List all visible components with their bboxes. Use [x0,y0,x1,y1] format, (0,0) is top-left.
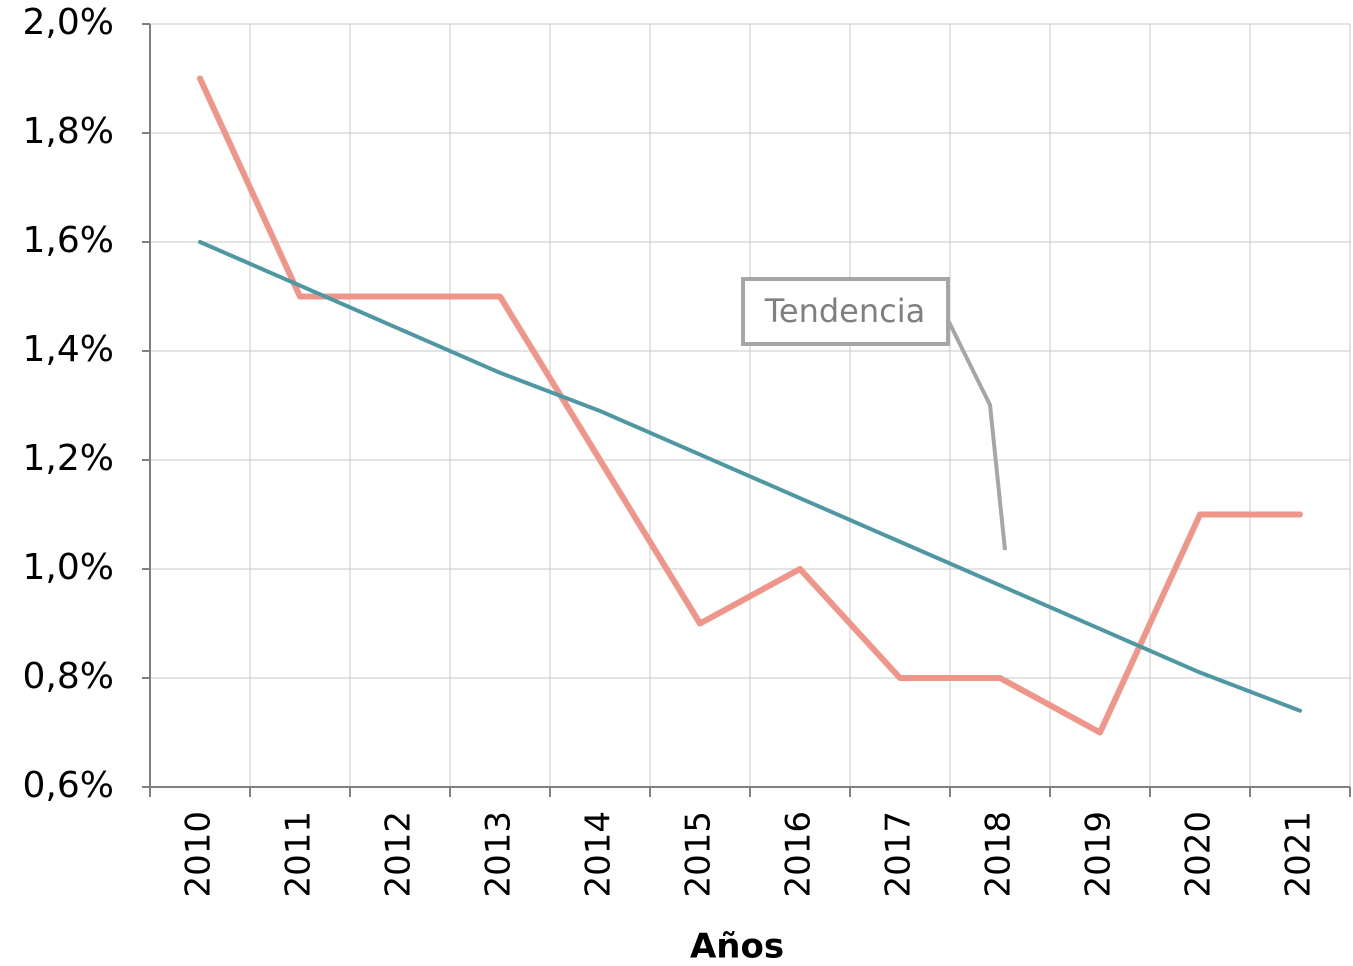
y-tick-label: 1,4% [23,329,114,370]
y-tick-label: 1,0% [23,547,114,588]
series-line [197,75,1303,736]
y-tick-label: 1,6% [23,220,114,261]
x-axis-label: Años [690,927,784,966]
y-tick-label: 0,6% [23,765,114,806]
series-line [198,240,1302,713]
x-tick-label: 2016 [779,811,819,898]
callout-box [741,277,950,346]
x-tick-label: 2013 [479,811,519,898]
grid: 0,6% 0,8% 1,0% 1,2% 1,4% 1,6% 1,8% 2,0% 2010 2011… [23,2,1351,898]
x-tick-label: 2017 [879,811,919,898]
x-tick-label: 2014 [579,811,619,898]
x-tick-label: 2021 [1279,811,1319,898]
x-tick-label: 2018 [979,811,1019,898]
y-tick-label: 2,0% [23,2,114,43]
x-tick-label: 2020 [1179,811,1219,898]
x-tick-label: 2015 [679,811,719,898]
callout-label: Tendencia [764,292,925,330]
callout-leader [946,319,1007,551]
y-tick-label: 1,2% [23,438,114,479]
x-tick-label: 2012 [379,811,419,898]
x-tick-label: 2011 [279,811,319,898]
x-tick-label: 2019 [1079,811,1119,898]
y-tick-label: 1,8% [23,111,114,152]
y-tick-label: 0,8% [23,656,114,697]
marks [197,75,1303,736]
x-tick-label: 2010 [179,811,219,898]
